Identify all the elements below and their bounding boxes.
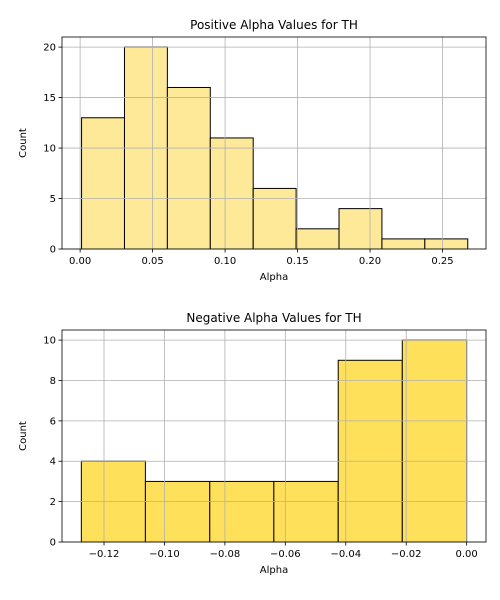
y-tick-label: 10 <box>43 144 56 155</box>
negative-histogram-bar <box>401 339 468 543</box>
positive-histogram-bar <box>381 238 426 250</box>
y-tick-label: 0 <box>50 538 56 549</box>
x-tick-label: −0.08 <box>210 549 241 560</box>
y-tick-label: 6 <box>50 416 56 427</box>
x-tick-label: −0.02 <box>391 549 422 560</box>
positive-histogram-bar <box>166 86 211 250</box>
negative-chart-title: Negative Alpha Values for TH <box>186 311 361 325</box>
x-axis-label: Alpha <box>260 565 288 576</box>
y-tick-label: 20 <box>43 43 56 54</box>
plot-frame <box>61 36 487 250</box>
positive-histogram-bar <box>424 238 469 250</box>
plot-frame <box>61 329 487 543</box>
x-tick-label: 0.00 <box>456 549 478 560</box>
positive-histogram-bar <box>295 228 340 250</box>
negative-alpha-histogram: −0.12 −0.10 −0.08 −0.06 −0.04 −0.02 0.00 0 2 4 6 8 1… <box>18 311 487 576</box>
positive-alpha-histogram: 0.00 0.05 0.10 0.15 0.20 0.25 0 5 10 15 20 Positive… <box>18 18 487 283</box>
x-tick-label: −0.10 <box>149 549 180 560</box>
x-tick-label: 0.15 <box>286 256 308 267</box>
x-axis-label: Alpha <box>260 272 288 283</box>
negative-histogram-bar <box>209 480 275 543</box>
y-axis-label: Count <box>18 128 29 158</box>
x-tick-label: 0.25 <box>431 256 453 267</box>
x-tick-label: 0.00 <box>69 256 91 267</box>
positive-histogram-bar <box>81 117 125 250</box>
y-tick-label: 10 <box>43 336 56 347</box>
positive-histogram-bar <box>338 208 383 250</box>
negative-histogram-bar <box>144 480 211 543</box>
x-tick-label: 0.20 <box>359 256 381 267</box>
y-tick-label: 0 <box>50 245 56 256</box>
y-tick-label: 5 <box>50 194 56 205</box>
y-tick-label: 4 <box>50 457 56 468</box>
y-tick-label: 15 <box>43 93 56 104</box>
positive-histogram-bar <box>209 137 254 250</box>
x-tick-label: 0.10 <box>214 256 236 267</box>
y-tick-label: 8 <box>50 376 56 387</box>
x-tick-label: 0.05 <box>141 256 163 267</box>
y-axis-label: Count <box>18 421 29 451</box>
negative-histogram-bar <box>337 359 403 543</box>
y-tick-label: 2 <box>50 497 56 508</box>
x-tick-label: −0.04 <box>330 549 361 560</box>
x-tick-label: −0.12 <box>89 549 120 560</box>
positive-histogram-bar <box>252 187 297 250</box>
positive-chart-title: Positive Alpha Values for TH <box>190 18 358 32</box>
negative-histogram-bar <box>273 480 339 543</box>
x-tick-label: −0.06 <box>270 549 301 560</box>
